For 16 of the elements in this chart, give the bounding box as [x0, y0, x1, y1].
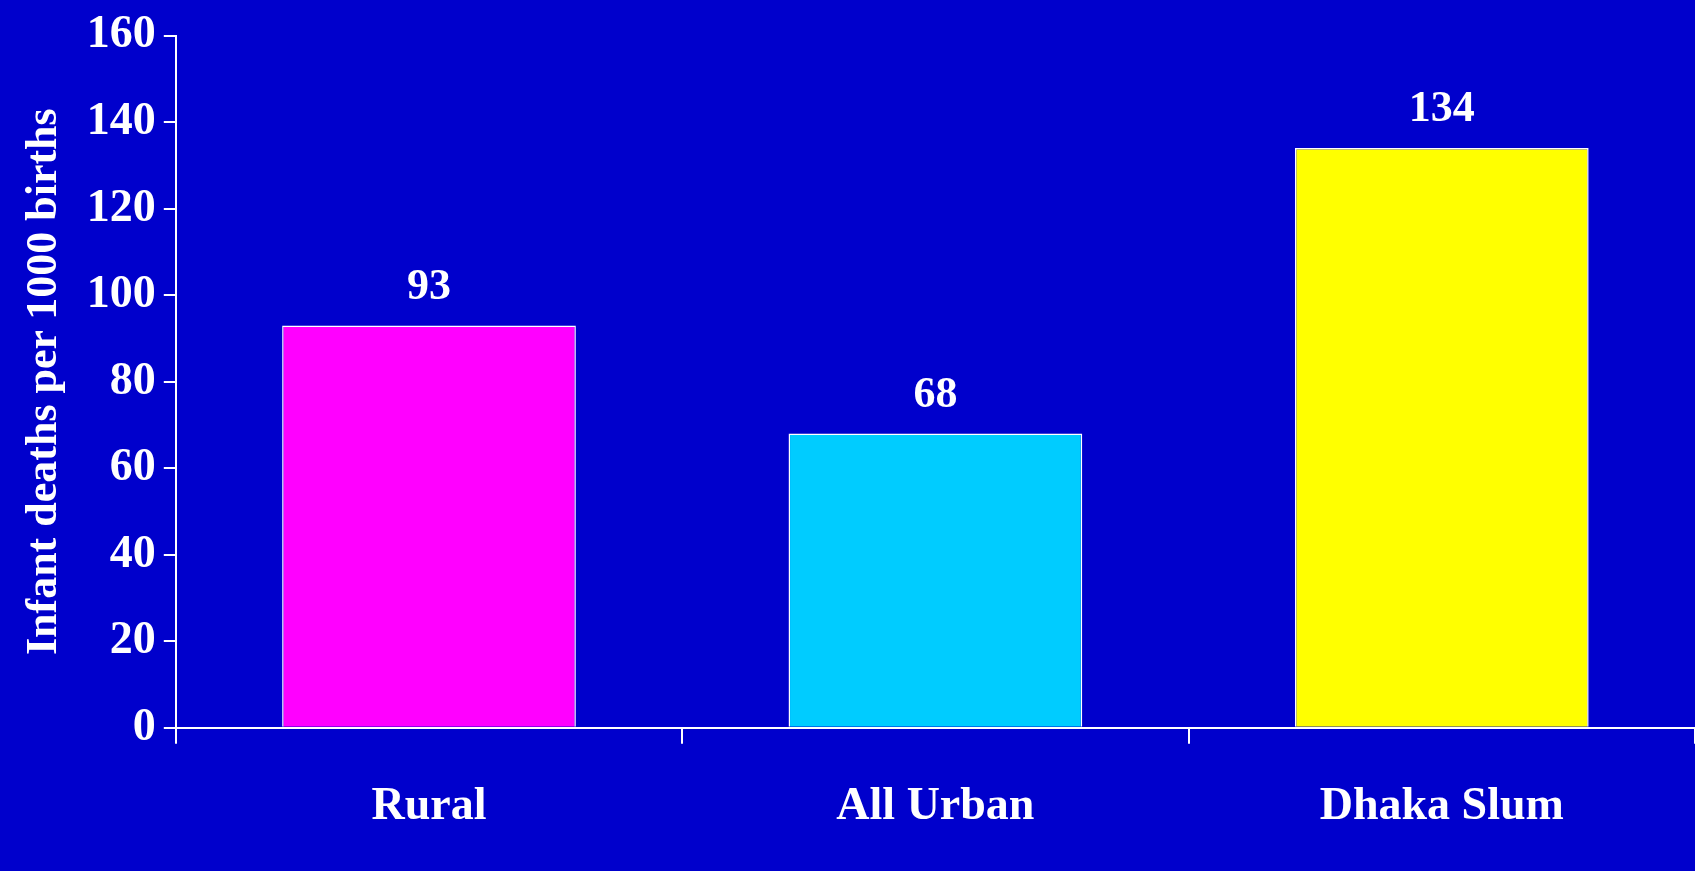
y-tick-label: 80 [109, 352, 156, 404]
y-tick-label: 60 [109, 439, 156, 491]
y-tick-label: 0 [132, 698, 156, 750]
x-tick-label: Dhaka Slum [1319, 778, 1564, 830]
y-tick-label: 140 [86, 93, 156, 145]
x-tick-label: All Urban [836, 778, 1035, 830]
y-tick-label: 20 [109, 612, 156, 664]
y-tick-label: 120 [86, 179, 156, 231]
data-label: 93 [407, 259, 451, 309]
y-axis-title: Infant deaths per 1000 births [16, 108, 66, 656]
data-label: 68 [913, 367, 958, 417]
y-tick-label: 160 [86, 6, 156, 58]
x-tick-label: Rural [371, 778, 487, 830]
y-tick-label: 100 [86, 266, 156, 318]
y-tick-label: 40 [109, 525, 156, 577]
data-label: 134 [1408, 82, 1475, 132]
